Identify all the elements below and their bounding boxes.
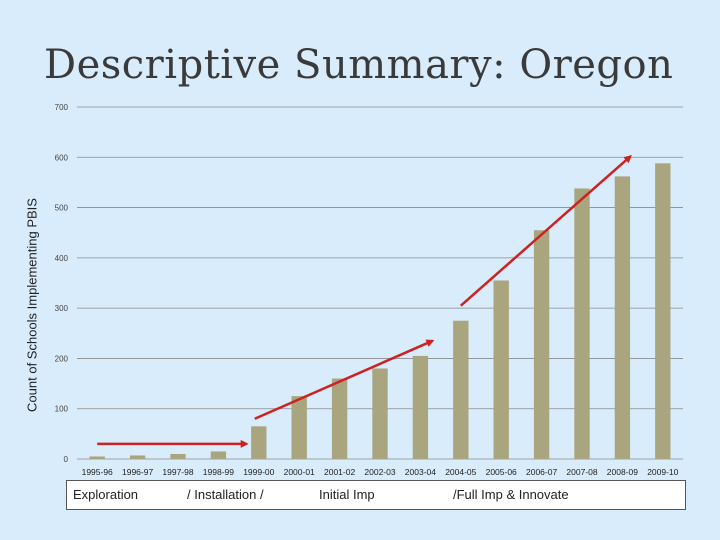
x-tick-label: 2001-02 xyxy=(324,467,355,477)
x-tick-label: 1998-99 xyxy=(203,467,234,477)
x-tick-label: 2004-05 xyxy=(445,467,476,477)
x-tick-label: 2008-09 xyxy=(607,467,638,477)
y-tick-label: 0 xyxy=(64,455,69,464)
bar xyxy=(210,451,227,459)
x-tick-label: 1995-96 xyxy=(82,467,113,477)
y-tick-label: 200 xyxy=(55,354,69,363)
trend-arrow xyxy=(254,339,435,420)
x-ticks: 1995-96 1996-97 1997-98 1998-99 1999-00 2000-… xyxy=(82,467,679,477)
phase-initial-imp: Initial Imp xyxy=(319,487,375,502)
x-tick-label: 2009-10 xyxy=(647,467,678,477)
x-tick-label: 2005-06 xyxy=(486,467,517,477)
y-tick-label: 100 xyxy=(55,405,69,414)
x-tick-label: 2002-03 xyxy=(364,467,395,477)
y-ticks: 0 100 200 300 400 500 600 700 xyxy=(55,103,69,464)
bar xyxy=(331,378,348,459)
x-tick-label: 1997-98 xyxy=(162,467,193,477)
y-tick-label: 300 xyxy=(55,304,69,313)
y-tick-label: 600 xyxy=(55,153,69,162)
bar xyxy=(170,453,186,459)
bar xyxy=(291,396,307,459)
x-tick-label: 2000-01 xyxy=(284,467,315,477)
phase-exploration: Exploration xyxy=(73,487,139,502)
y-tick-label: 400 xyxy=(55,254,69,263)
x-tick-label: 1996-97 xyxy=(122,467,153,477)
bar xyxy=(372,368,388,459)
x-tick-label: 2006-07 xyxy=(526,467,557,477)
x-tick-label: 1999-00 xyxy=(243,467,274,477)
bar xyxy=(453,320,469,459)
bar xyxy=(533,230,550,459)
phase-full-imp: /Full Imp & Innovate xyxy=(453,487,569,502)
page-title: Descriptive Summary: Oregon xyxy=(44,42,674,88)
phase-installation: / Installation / xyxy=(187,487,264,502)
y-tick-label: 500 xyxy=(55,204,69,213)
x-tick-label: 2003-04 xyxy=(405,467,436,477)
bar xyxy=(251,426,267,459)
bar xyxy=(655,163,671,459)
y-tick-label: 700 xyxy=(55,103,69,112)
trend-arrows xyxy=(97,154,632,448)
bar xyxy=(574,188,590,459)
x-tick-label: 2007-08 xyxy=(566,467,597,477)
bar xyxy=(614,176,631,459)
bars xyxy=(89,163,671,459)
trend-arrow xyxy=(459,154,632,307)
phase-legend: Exploration / Installation / Initial Imp… xyxy=(66,480,686,510)
bar xyxy=(493,280,509,459)
bar xyxy=(89,456,105,459)
bar xyxy=(129,455,146,459)
bar xyxy=(412,355,429,459)
